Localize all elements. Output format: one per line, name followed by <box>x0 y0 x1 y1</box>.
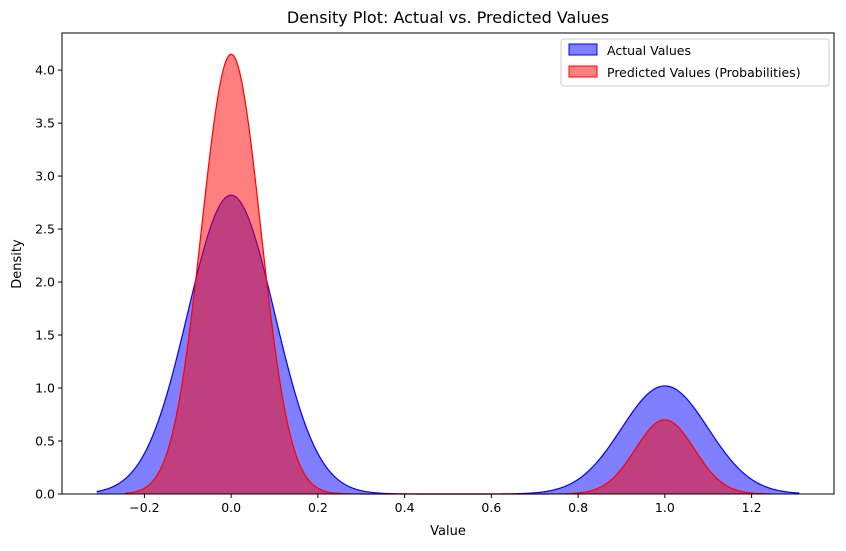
x-tick-label: 0.0 <box>221 500 241 515</box>
x-axis-label: Value <box>430 524 466 539</box>
legend-swatch-predicted <box>568 65 598 78</box>
y-tick-label: 2.0 <box>35 275 55 290</box>
legend-box <box>560 38 830 87</box>
y-tick-label: 1.5 <box>35 328 55 343</box>
x-tick-label: 1.2 <box>742 500 762 515</box>
x-tick-label: 1.0 <box>655 500 675 515</box>
y-tick-label: 3.5 <box>35 116 55 131</box>
legend: Actual Values Predicted Values (Probabil… <box>560 38 830 87</box>
legend-label-actual: Actual Values <box>607 43 691 58</box>
y-tick-label: 0.5 <box>35 434 55 449</box>
x-axis: −0.2 0.0 0.2 0.4 0.6 0.8 1.0 1.2 <box>129 494 762 515</box>
y-tick-label: 4.0 <box>35 63 55 78</box>
x-tick-label: 0.6 <box>481 500 501 515</box>
legend-label-predicted: Predicted Values (Probabilities) <box>607 65 801 80</box>
y-tick-label: 3.0 <box>35 169 55 184</box>
y-axis-label: Density <box>10 239 25 289</box>
x-tick-label: −0.2 <box>129 500 159 515</box>
x-tick-label: 0.2 <box>308 500 328 515</box>
chart-title: Density Plot: Actual vs. Predicted Value… <box>287 8 609 27</box>
x-tick-label: 0.8 <box>568 500 588 515</box>
y-tick-label: 2.5 <box>35 222 55 237</box>
y-axis: 0.0 0.5 1.0 1.5 2.0 2.5 3.0 3.5 4.0 <box>35 63 62 502</box>
y-tick-label: 0.0 <box>35 487 55 502</box>
density-area-series-1 <box>124 54 772 494</box>
density-areas <box>96 53 800 495</box>
plot-frame <box>61 32 835 495</box>
x-tick-label: 0.4 <box>395 500 415 515</box>
legend-swatch-actual <box>568 43 598 56</box>
y-tick-label: 1.0 <box>35 381 55 396</box>
